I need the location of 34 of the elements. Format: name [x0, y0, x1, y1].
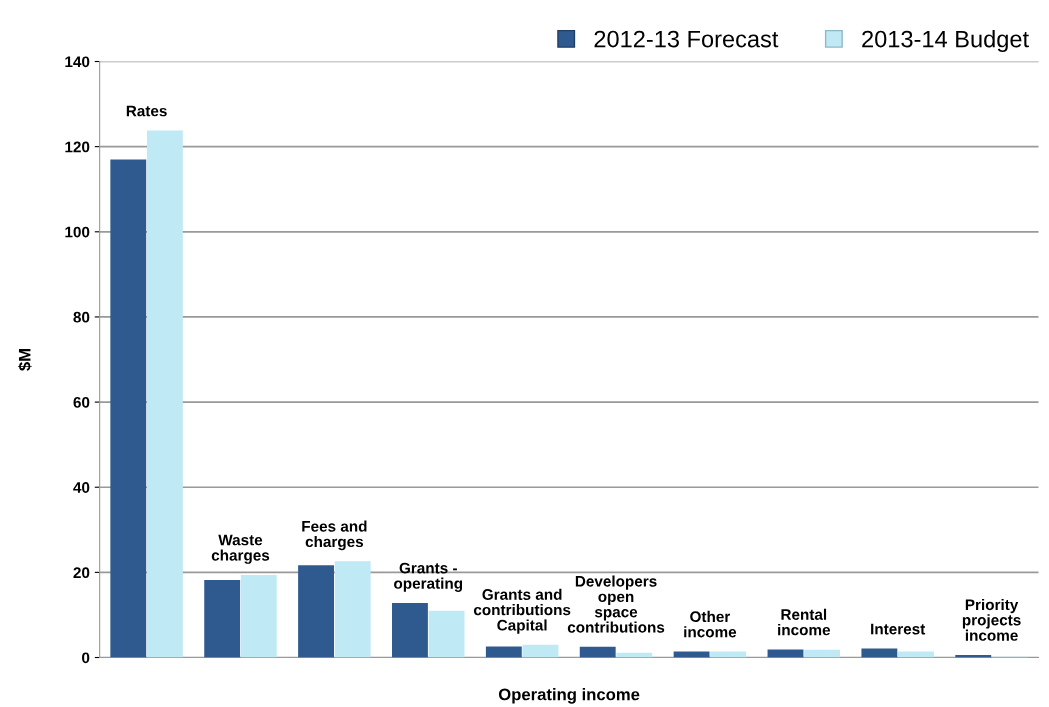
x-tick-label: Interest — [871, 623, 926, 635]
bar — [804, 649, 841, 658]
bar — [767, 649, 804, 658]
bar — [392, 603, 428, 658]
bar — [485, 646, 522, 658]
x-tick-label: Rental income — [778, 608, 831, 636]
bar — [298, 565, 334, 658]
x-tick-label: Other income — [684, 610, 737, 638]
bar — [240, 574, 277, 658]
bar — [334, 561, 371, 658]
legend-label: 2012-13 Forecast — [594, 30, 779, 48]
y-tick-label: 120 — [65, 141, 90, 153]
bar — [204, 580, 241, 658]
y-tick-label: 0 — [82, 652, 90, 664]
x-tick-label: Waste charges — [211, 534, 270, 564]
bar — [110, 159, 147, 658]
y-tick-label: 80 — [73, 311, 90, 323]
x-tick-label: Grants - operating — [394, 562, 463, 592]
y-tick-label: 100 — [65, 226, 90, 238]
y-axis-title: $M — [18, 349, 32, 371]
y-tick-label: 20 — [73, 567, 90, 579]
x-tick-label: Fees and charges — [302, 520, 367, 551]
bar — [522, 644, 559, 658]
y-tick-label: 60 — [73, 396, 90, 408]
x-axis-title: Operating income — [498, 688, 640, 704]
y-tick-label: 40 — [73, 482, 90, 493]
x-tick-label: Priority projects income — [962, 598, 1021, 641]
y-tick-label: 140 — [65, 56, 90, 68]
bar — [861, 648, 898, 658]
bar — [428, 610, 465, 658]
legend-label: 2013-14 Budget — [862, 30, 1029, 53]
x-tick-label: Rates — [126, 105, 167, 117]
bar — [146, 130, 183, 658]
bar — [579, 646, 616, 658]
